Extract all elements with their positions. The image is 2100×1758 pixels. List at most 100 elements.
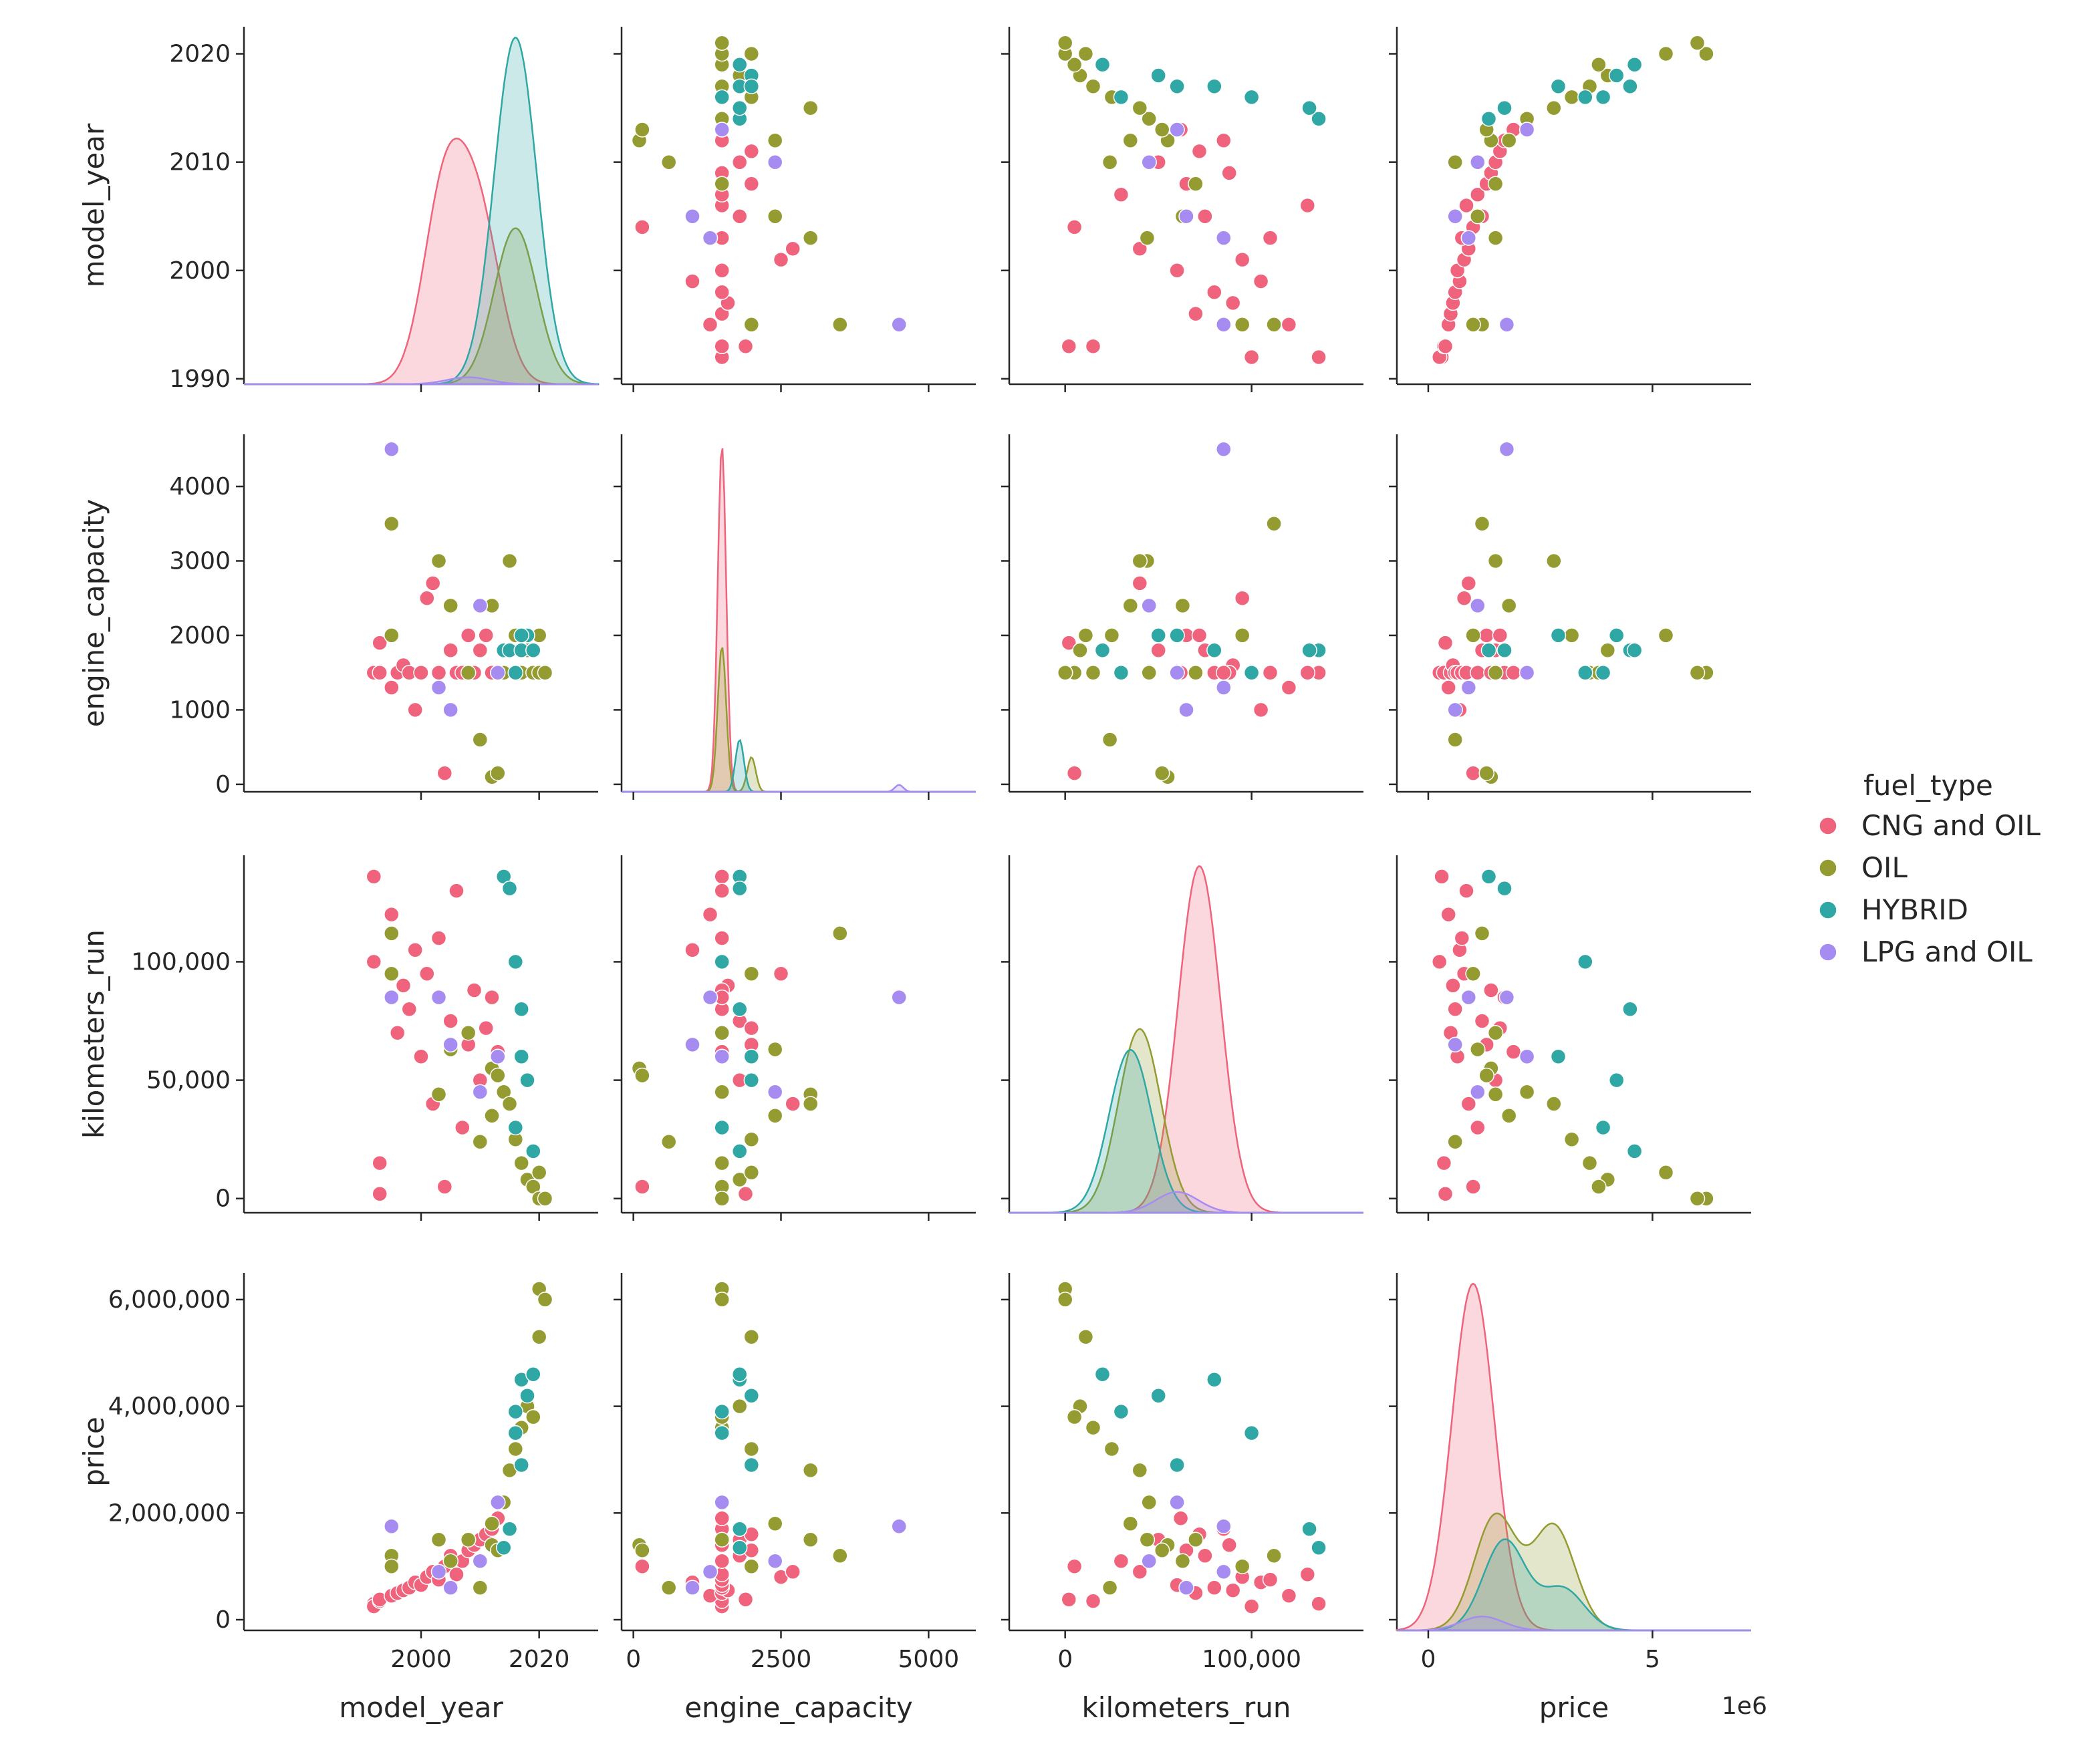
point-hybrid [1550, 1048, 1567, 1064]
point-oil [1234, 627, 1251, 643]
point-cng-and-oil [1470, 1119, 1486, 1136]
point-oil [513, 1155, 529, 1171]
point-cng-and-oil [395, 978, 412, 994]
point-lpg-and-oil [1141, 597, 1157, 614]
point-lpg-and-oil [767, 1553, 783, 1569]
point-oil [384, 925, 400, 941]
y-axis-label: engine_capacity [78, 499, 110, 728]
point-oil [1447, 1133, 1463, 1150]
point-cng-and-oil [1191, 143, 1208, 160]
point-oil [1077, 627, 1094, 643]
point-hybrid [513, 627, 529, 643]
point-oil [767, 208, 783, 225]
point-hybrid [513, 1048, 529, 1064]
point-oil [1066, 56, 1083, 73]
point-oil [1122, 1515, 1139, 1532]
point-oil [634, 1067, 650, 1084]
point-cng-and-oil [1454, 930, 1470, 946]
point-oil [1101, 732, 1118, 748]
point-oil [537, 1190, 553, 1207]
point-oil [660, 154, 677, 170]
point-oil [1470, 1041, 1486, 1058]
point-lpg-and-oil [891, 1518, 907, 1535]
point-oil [1487, 1086, 1504, 1103]
x-axis-label: price [1539, 1691, 1609, 1724]
point-cng-and-oil [714, 1553, 730, 1569]
point-cng-and-oil [1299, 197, 1316, 214]
point-oil [1519, 1084, 1535, 1101]
point-hybrid [1113, 89, 1130, 106]
point-lpg-and-oil [490, 1048, 506, 1064]
point-hybrid [1301, 1521, 1317, 1537]
point-cng-and-oil [460, 627, 477, 643]
point-oil [531, 1329, 547, 1345]
panel-price-vs-price: 0 5 price 1e6 [1389, 1273, 1767, 1724]
point-hybrid [519, 1387, 535, 1404]
point-hybrid [731, 1521, 748, 1537]
point-lpg-and-oil [1216, 230, 1232, 246]
point-cng-and-oil [1460, 1096, 1477, 1112]
panel-kilometers_run-vs-engine_capacity [614, 855, 976, 1221]
point-oil [460, 1531, 477, 1548]
panel-model_year-vs-model_year: 1990 2000 2010 2020 model_year [78, 27, 600, 393]
point-oil [714, 1084, 730, 1101]
point-oil [714, 1155, 730, 1171]
point-cng-and-oil [1458, 197, 1474, 214]
point-oil [743, 966, 760, 982]
point-lpg-and-oil [1447, 208, 1463, 225]
point-oil [490, 1067, 506, 1084]
point-oil [1465, 966, 1481, 982]
point-oil [1465, 627, 1481, 643]
point-oil [1101, 1580, 1118, 1596]
point-lpg-and-oil [1169, 1494, 1185, 1511]
point-cng-and-oil [714, 883, 730, 899]
x-tick-label: 5000 [898, 1646, 960, 1673]
point-hybrid [714, 954, 730, 970]
point-cng-and-oil [1132, 241, 1148, 257]
point-cng-and-oil [1197, 1548, 1213, 1564]
point-oil [634, 122, 650, 138]
point-hybrid [1496, 100, 1513, 116]
panel-kilometers_run-vs-price [1389, 855, 1751, 1221]
point-cng-and-oil [372, 664, 388, 681]
y-tick-label: 2000 [169, 622, 231, 649]
point-hybrid [1243, 1425, 1260, 1441]
kde-oil [622, 647, 976, 793]
point-cng-and-oil [454, 1119, 471, 1136]
point-hybrid [1480, 642, 1497, 658]
point-oil [490, 765, 506, 781]
point-hybrid [1094, 642, 1111, 658]
point-oil [1689, 1190, 1706, 1207]
x-tick-label: 2500 [751, 1646, 812, 1673]
y-tick-label: 0 [215, 771, 231, 798]
point-lpg-and-oil [384, 989, 400, 1006]
point-lpg-and-oil [1519, 664, 1535, 681]
point-hybrid [1311, 1540, 1327, 1556]
point-hybrid [507, 1119, 524, 1136]
point-oil [767, 1041, 783, 1058]
point-oil [507, 1441, 524, 1457]
point-oil [1465, 317, 1481, 333]
point-cng-and-oil [1483, 982, 1499, 998]
point-oil [714, 176, 730, 192]
offset-text: 1e6 [1722, 1693, 1767, 1720]
point-oil [743, 1558, 760, 1574]
point-cng-and-oil [1262, 1572, 1279, 1588]
point-oil [1689, 35, 1706, 51]
panel-kilometers_run-vs-model_year: 0 50,000 100,000 kilometers_run [78, 855, 598, 1221]
panel-kilometers_run-vs-kilometers_run [1001, 855, 1363, 1221]
point-cng-and-oil [634, 1179, 650, 1195]
panel-price-vs-kilometers_run: 0 100,000 kilometers_run [1001, 1273, 1363, 1724]
point-cng-and-oil [1311, 349, 1327, 365]
point-lpg-and-oil [1470, 1084, 1486, 1101]
point-hybrid [714, 89, 730, 106]
point-cng-and-oil [1132, 575, 1148, 591]
point-hybrid [1550, 627, 1567, 643]
point-oil [1132, 100, 1148, 116]
legend-label-hybrid: HYBRID [1861, 893, 1968, 926]
point-hybrid [1577, 89, 1593, 106]
point-cng-and-oil [1440, 906, 1456, 923]
panel-engine_capacity-vs-model_year: 0 1000 2000 3000 4000 engine_capacity [78, 434, 598, 800]
point-oil [1546, 1096, 1562, 1112]
